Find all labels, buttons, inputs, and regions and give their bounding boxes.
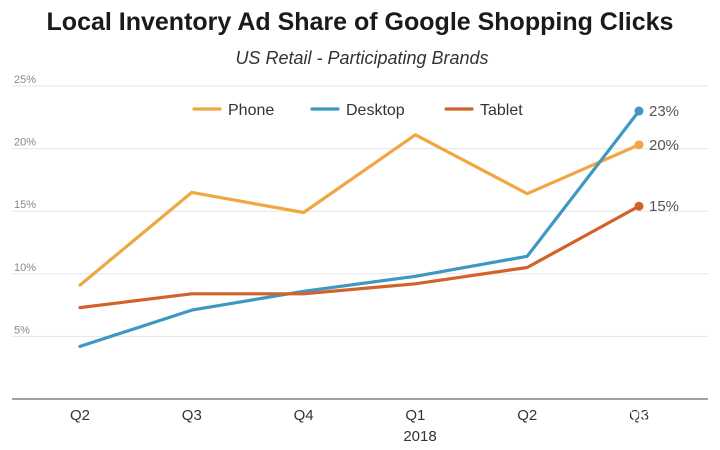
gridlines [12,85,708,337]
y-tick-label: 15% [14,199,36,211]
series-line-phone [78,133,641,287]
legend-label-tablet: Tablet [480,102,523,119]
series-end-label-phone: 20% [649,137,679,154]
series-lines: 20% 23% 15% [78,103,679,348]
x-tick-label: Q1 [405,407,425,424]
legend-label-phone: Phone [228,102,274,119]
series-end-marker-phone [634,140,644,150]
legend-label-desktop: Desktop [346,102,405,119]
chart-subtitle: US Retail - Participating Brands [235,48,488,68]
y-tick-label: 25% [14,74,36,86]
x-tick-label: Q2 [517,407,537,424]
x-group-label: 2018 [403,428,436,445]
series-line-tablet [78,204,641,310]
x-tick-labels: Q2 Q3 Q4 Q1 Q2 Q3 [70,407,649,424]
x-tick-label: Q3 [182,407,202,424]
y-tick-label: 5% [14,324,30,336]
x-tick-label: Q3 [629,407,649,424]
x-tick-label: Q2 [70,407,90,424]
series-end-marker-desktop [634,106,644,116]
x-tick-label: Q4 [294,407,314,424]
y-tick-label: 10% [14,262,36,274]
chart-title: Local Inventory Ad Share of Google Shopp… [47,8,674,36]
watermark: 知乎 @MoReting [568,405,704,425]
series-end-label-desktop: 23% [649,103,679,120]
series-end-label-tablet: 15% [649,198,679,215]
y-tick-labels: 5% 10% 15% 20% 25% [14,74,36,336]
y-tick-label: 20% [14,137,36,149]
series-line-desktop [78,109,641,348]
series-end-marker-tablet [634,201,644,211]
legend: Phone Desktop Tablet [192,102,523,119]
